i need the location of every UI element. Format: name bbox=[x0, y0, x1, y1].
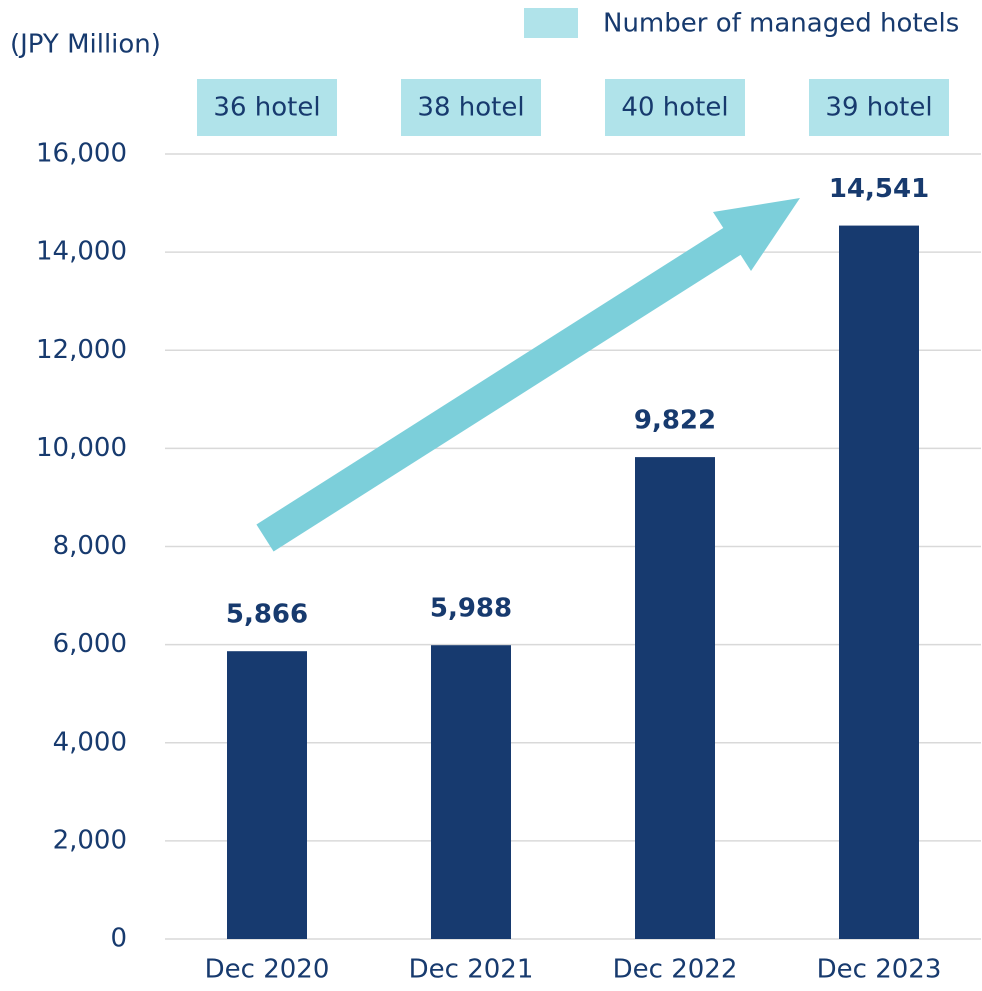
legend-label: Number of managed hotels bbox=[603, 9, 959, 39]
bar bbox=[839, 225, 919, 940]
hotel-label: 38 hotel bbox=[417, 93, 524, 123]
y-tick-label: 0 bbox=[110, 924, 127, 954]
value-label: 14,541 bbox=[829, 174, 929, 204]
y-axis-label: (JPY Million) bbox=[10, 30, 161, 60]
y-tick-label: 6,000 bbox=[53, 629, 127, 659]
y-tick-label: 2,000 bbox=[53, 825, 127, 855]
plot: 0 2,000 4,000 6,000 8,000 10,000 12,000 14,000 1… bbox=[36, 79, 981, 985]
x-tick-label: Dec 2023 bbox=[817, 955, 942, 985]
legend-swatch bbox=[524, 8, 578, 38]
hotel-box bbox=[401, 79, 541, 136]
arrow-head bbox=[713, 198, 800, 271]
hotel-label: 36 hotel bbox=[213, 93, 320, 123]
value-label: 5,866 bbox=[226, 600, 308, 630]
bar bbox=[635, 457, 715, 939]
value-label: 9,822 bbox=[634, 406, 716, 436]
y-tick-label: 16,000 bbox=[36, 139, 127, 169]
hotel-box bbox=[605, 79, 745, 136]
trend-arrow bbox=[256, 198, 800, 552]
hotel-label: 40 hotel bbox=[621, 93, 728, 123]
y-tick-label: 10,000 bbox=[36, 433, 127, 463]
y-tick-label: 14,000 bbox=[36, 237, 127, 267]
x-tick-label: Dec 2020 bbox=[205, 955, 330, 985]
y-tick-label: 4,000 bbox=[53, 727, 127, 757]
arrow-shaft bbox=[256, 221, 751, 552]
y-tick-label: 8,000 bbox=[53, 531, 127, 561]
x-tick-label: Dec 2022 bbox=[613, 955, 738, 985]
value-label: 5,988 bbox=[430, 594, 512, 624]
bar bbox=[227, 651, 307, 939]
x-tick-label: Dec 2021 bbox=[409, 955, 534, 985]
hotel-label: 39 hotel bbox=[825, 93, 932, 123]
hotel-box bbox=[809, 79, 949, 136]
bar bbox=[431, 645, 511, 939]
hotel-box bbox=[197, 79, 337, 136]
y-tick-label: 12,000 bbox=[36, 335, 127, 365]
